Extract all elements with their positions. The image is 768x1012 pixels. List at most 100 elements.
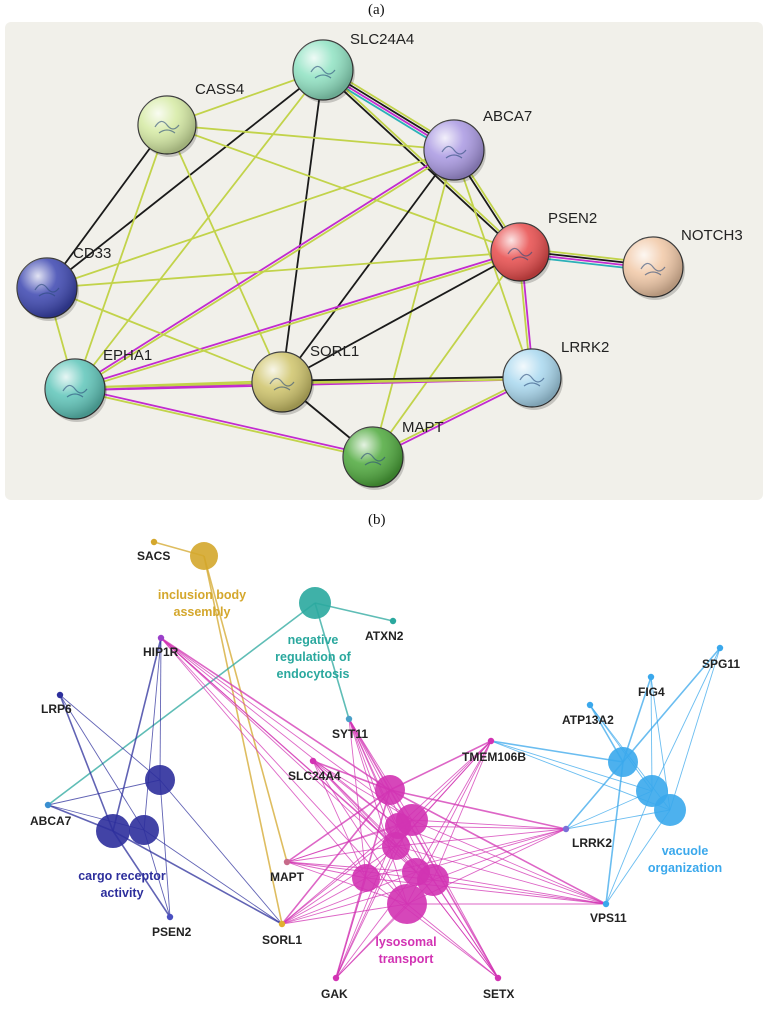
link-sorl1-lysosomal xyxy=(281,825,399,925)
node-label: MAPT xyxy=(402,419,444,436)
gene-node[interactable] xyxy=(150,538,158,546)
gene-node[interactable] xyxy=(166,913,174,921)
gene-sacs[interactable]: SACS xyxy=(137,538,170,563)
term-node[interactable] xyxy=(608,747,638,777)
gene-psen2[interactable]: PSEN2 xyxy=(152,913,192,939)
gene-node[interactable] xyxy=(647,673,655,681)
node-label: ABCA7 xyxy=(483,108,532,125)
gene-node[interactable] xyxy=(389,617,397,625)
term-node[interactable] xyxy=(375,775,405,805)
gene-node[interactable] xyxy=(487,737,495,745)
term-node[interactable] xyxy=(145,765,175,795)
term-node[interactable] xyxy=(96,814,130,848)
gene-atxn2[interactable]: ATXN2 xyxy=(365,617,404,643)
term-node[interactable] xyxy=(352,864,380,892)
term-node[interactable] xyxy=(385,813,411,839)
protein-structure-icon xyxy=(310,65,336,79)
gene-tmem106b[interactable]: TMEM106B xyxy=(462,737,526,764)
link-spg11-vacuole xyxy=(622,647,721,763)
term-node[interactable] xyxy=(387,884,427,924)
gene-lrrk2[interactable]: LRRK2 xyxy=(562,825,613,850)
gene-setx[interactable]: SETX xyxy=(483,974,514,1001)
gene-node[interactable] xyxy=(586,701,594,709)
gene-abca7[interactable]: ABCA7 xyxy=(30,801,72,828)
gene-vps11[interactable]: VPS11 xyxy=(590,900,627,925)
edge-epha1-mapt-experiments xyxy=(75,386,374,457)
link-vps11-lysosomal xyxy=(365,877,607,905)
gene-label: MAPT xyxy=(270,870,305,884)
node-cass4[interactable]: CASS4 xyxy=(137,81,244,157)
gene-node[interactable] xyxy=(332,974,340,982)
link-gak-lysosomal xyxy=(335,877,367,979)
gene-node[interactable] xyxy=(716,644,724,652)
gene-node[interactable] xyxy=(157,634,165,642)
link-hip1r-cargo xyxy=(159,637,162,781)
link-psen2-cargo xyxy=(159,779,171,918)
link-slc24a4-lysosomal xyxy=(312,760,367,879)
link-lrp6-cargo xyxy=(59,694,145,831)
link-slc24a4-lysosomal xyxy=(312,760,399,827)
cluster-label-lysosomal: lysosomal transport xyxy=(375,935,436,966)
term-node[interactable] xyxy=(654,794,686,826)
gene-node[interactable] xyxy=(283,858,291,866)
gene-node[interactable] xyxy=(278,920,286,928)
network-b-genes: SACS ATXN2 HIP1R LRP6 ABCA7 PSEN2 SORL1 MAPT SLC… xyxy=(30,538,740,1001)
node-sorl1[interactable]: SORL1 xyxy=(251,343,359,415)
link-mapt-lysosomal xyxy=(286,789,391,863)
link-mapt-inclusion xyxy=(203,555,288,863)
gene-label: SPG11 xyxy=(702,657,740,671)
gene-spg11[interactable]: SPG11 xyxy=(702,644,740,671)
node-lrrk2[interactable]: LRRK2 xyxy=(502,339,609,410)
cluster-lysosomal[interactable] xyxy=(352,775,449,924)
gene-gak[interactable]: GAK xyxy=(321,974,348,1001)
gene-syt11[interactable]: SYT11 xyxy=(332,715,368,741)
edge-cass4-abca7-text-mining xyxy=(166,124,455,151)
edge-slc24a4-cd33-coexpression xyxy=(46,69,324,289)
node-mapt[interactable]: MAPT xyxy=(342,419,444,490)
node-psen2[interactable]: PSEN2 xyxy=(490,210,597,284)
node-abca7[interactable]: ABCA7 xyxy=(423,108,532,183)
gene-hip1r[interactable]: HIP1R xyxy=(143,634,179,659)
gene-node[interactable] xyxy=(309,757,317,765)
gene-node[interactable] xyxy=(562,825,570,833)
gene-mapt[interactable]: MAPT xyxy=(270,858,305,884)
cluster-label-line: lysosomal xyxy=(375,935,436,949)
gene-node[interactable] xyxy=(602,900,610,908)
gene-node[interactable] xyxy=(44,801,52,809)
link-sorl1-lysosomal xyxy=(281,903,408,925)
gene-fig4[interactable]: FIG4 xyxy=(638,673,665,699)
cluster-label-endocytosis: negative regulation of endocytosis xyxy=(275,633,352,681)
gene-sorl1[interactable]: SORL1 xyxy=(262,920,302,947)
node-notch3[interactable]: NOTCH3 xyxy=(622,227,743,300)
gene-slc24a4[interactable]: SLC24A4 xyxy=(288,757,341,783)
gene-atp13a2[interactable]: ATP13A2 xyxy=(562,701,614,727)
cluster-vacuole[interactable] xyxy=(608,747,686,826)
link-spg11-vacuole xyxy=(669,647,721,811)
term-node[interactable] xyxy=(382,832,410,860)
term-node[interactable] xyxy=(129,815,159,845)
cluster-endocytosis[interactable] xyxy=(299,587,331,619)
link-lrrk2-lysosomal xyxy=(411,819,567,830)
term-node[interactable] xyxy=(417,864,449,896)
gene-label: SACS xyxy=(137,549,170,563)
gene-lrp6[interactable]: LRP6 xyxy=(41,691,72,716)
node-cd33[interactable]: CD33 xyxy=(16,245,111,321)
network-b: SACS ATXN2 HIP1R LRP6 ABCA7 PSEN2 SORL1 MAPT SLC… xyxy=(30,538,740,1001)
gene-node[interactable] xyxy=(494,974,502,982)
link-tmem106b-vacuole xyxy=(490,740,624,763)
network-b-clusters xyxy=(96,542,686,924)
link-mapt-lysosomal xyxy=(286,861,408,905)
link-hip1r-lysosomal xyxy=(160,637,367,879)
term-node[interactable] xyxy=(190,542,218,570)
gene-node[interactable] xyxy=(345,715,353,723)
node-epha1[interactable]: EPHA1 xyxy=(44,347,152,422)
gene-node[interactable] xyxy=(56,691,64,699)
node-slc24a4[interactable]: SLC24A4 xyxy=(292,31,414,103)
edge-psen2-cd33-text-mining xyxy=(46,251,521,289)
gene-label: GAK xyxy=(321,987,348,1001)
link-tmem106b-lysosomal xyxy=(432,740,492,881)
cluster-inclusion[interactable] xyxy=(190,542,218,570)
protein-structure-icon xyxy=(360,452,386,466)
term-node[interactable] xyxy=(299,587,331,619)
cluster-cargo[interactable] xyxy=(96,765,175,848)
